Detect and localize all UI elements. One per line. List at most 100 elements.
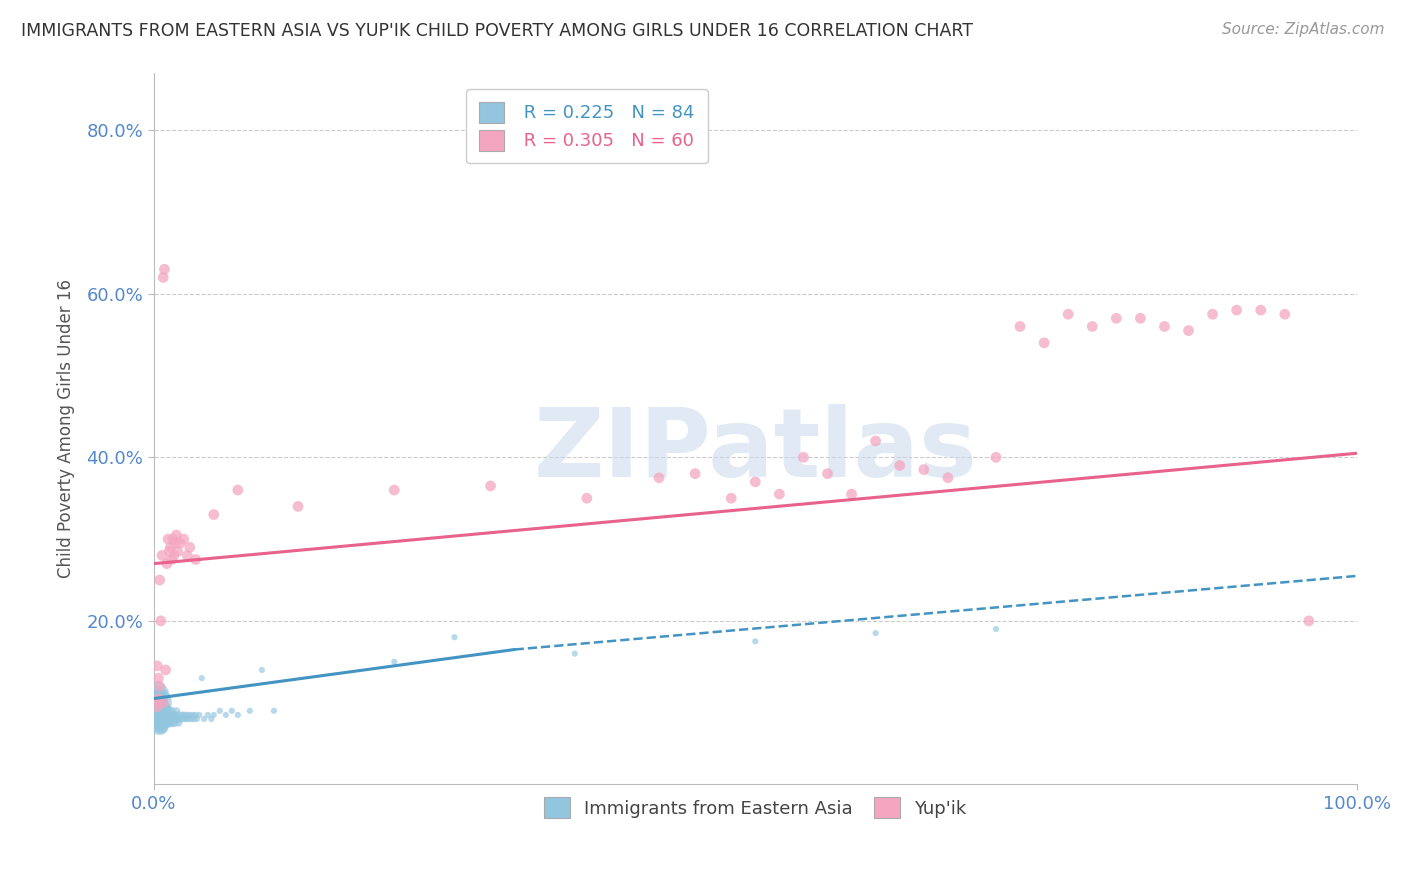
Point xyxy=(157,707,180,722)
Point xyxy=(152,699,174,714)
Text: ZIPatlas: ZIPatlas xyxy=(533,403,977,497)
Point xyxy=(197,707,219,722)
Point xyxy=(169,536,191,550)
Point xyxy=(163,549,186,563)
Point xyxy=(156,704,179,718)
Point xyxy=(183,712,205,726)
Point xyxy=(150,720,173,734)
Point xyxy=(165,707,187,722)
Point xyxy=(1226,303,1249,318)
Point xyxy=(382,655,405,669)
Point xyxy=(153,712,176,726)
Point xyxy=(149,679,172,693)
Point xyxy=(1250,303,1272,318)
Point xyxy=(146,658,169,673)
Point xyxy=(162,532,184,546)
Point xyxy=(160,712,183,726)
Point xyxy=(648,471,671,485)
Point xyxy=(176,712,198,726)
Point xyxy=(1057,307,1080,321)
Point xyxy=(744,634,766,648)
Point xyxy=(157,544,180,558)
Point xyxy=(159,716,181,731)
Point xyxy=(936,471,959,485)
Point xyxy=(152,696,174,710)
Point xyxy=(156,557,179,571)
Point xyxy=(149,696,172,710)
Point xyxy=(186,712,208,726)
Point xyxy=(152,707,174,722)
Point xyxy=(152,270,174,285)
Point xyxy=(157,704,180,718)
Point xyxy=(173,532,195,546)
Point xyxy=(1129,311,1152,326)
Point xyxy=(157,712,180,726)
Point xyxy=(1298,614,1320,628)
Point xyxy=(226,483,249,497)
Point xyxy=(162,707,184,722)
Point xyxy=(157,532,180,546)
Point xyxy=(172,712,194,726)
Legend: Immigrants from Eastern Asia, Yup'ik: Immigrants from Eastern Asia, Yup'ik xyxy=(537,790,973,825)
Point xyxy=(165,712,187,726)
Point xyxy=(148,716,170,731)
Point xyxy=(146,699,169,714)
Point xyxy=(181,707,204,722)
Point xyxy=(575,491,598,506)
Point xyxy=(184,552,207,566)
Point xyxy=(226,707,249,722)
Point xyxy=(149,699,172,714)
Point xyxy=(166,544,188,558)
Point xyxy=(174,707,197,722)
Point xyxy=(287,500,309,514)
Point xyxy=(190,671,212,685)
Point xyxy=(1153,319,1175,334)
Point xyxy=(160,552,183,566)
Point xyxy=(155,663,177,677)
Point xyxy=(202,707,225,722)
Point xyxy=(146,704,169,718)
Point xyxy=(148,691,170,706)
Point xyxy=(145,696,167,710)
Point xyxy=(149,614,172,628)
Point xyxy=(202,508,225,522)
Point xyxy=(165,528,187,542)
Point xyxy=(382,483,405,497)
Point xyxy=(143,696,166,710)
Point xyxy=(912,462,935,476)
Point xyxy=(166,712,188,726)
Point xyxy=(841,487,863,501)
Point xyxy=(180,707,202,722)
Point xyxy=(193,712,215,726)
Point xyxy=(153,704,176,718)
Text: Source: ZipAtlas.com: Source: ZipAtlas.com xyxy=(1222,22,1385,37)
Point xyxy=(159,707,181,722)
Point xyxy=(768,487,790,501)
Point xyxy=(165,716,187,731)
Point xyxy=(146,712,169,726)
Point xyxy=(150,712,173,726)
Point xyxy=(683,467,706,481)
Point xyxy=(165,536,187,550)
Point xyxy=(148,707,170,722)
Point xyxy=(169,712,191,726)
Point xyxy=(181,712,204,726)
Point xyxy=(720,491,742,506)
Point xyxy=(889,458,911,473)
Point xyxy=(1274,307,1296,321)
Point xyxy=(149,712,172,726)
Point xyxy=(250,663,273,677)
Point xyxy=(173,712,195,726)
Point xyxy=(149,704,172,718)
Point xyxy=(208,704,231,718)
Point xyxy=(160,704,183,718)
Point xyxy=(170,707,193,722)
Point xyxy=(150,549,173,563)
Point xyxy=(984,622,1007,636)
Point xyxy=(167,707,190,722)
Point xyxy=(152,716,174,731)
Point xyxy=(1008,319,1031,334)
Point xyxy=(1081,319,1104,334)
Point xyxy=(155,707,177,722)
Y-axis label: Child Poverty Among Girls Under 16: Child Poverty Among Girls Under 16 xyxy=(58,279,75,578)
